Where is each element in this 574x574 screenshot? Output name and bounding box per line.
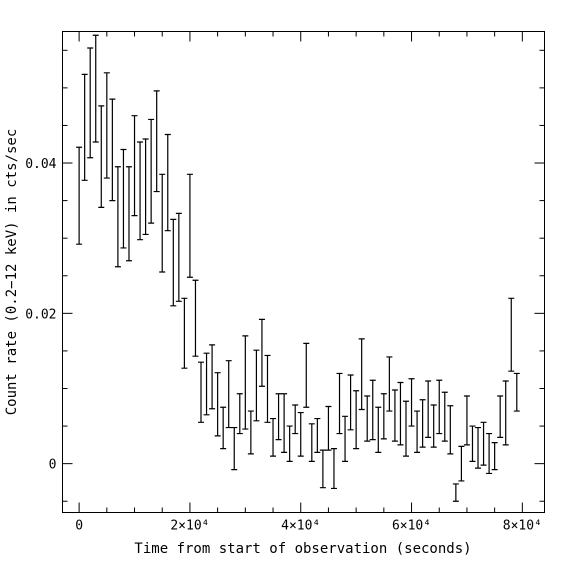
error-bar [441,391,448,442]
error-bar [186,173,193,278]
error-bar [475,426,482,469]
error-bar [419,399,426,448]
y-tick-label: 0.04 [25,157,56,172]
x-tick-label: 0 [75,519,83,534]
x-tick-label: 8×10⁴ [503,519,542,534]
error-bar [497,395,504,438]
error-bar [486,432,493,475]
error-bar [452,483,459,502]
error-bar [447,405,454,455]
error-bar [209,344,216,410]
error-bar [325,405,332,451]
error-bar [314,417,321,453]
error-bar [264,354,271,423]
error-bar [170,218,177,307]
error-bar [159,173,166,273]
error-bar [353,390,360,450]
error-bar [242,335,249,430]
error-bar [380,393,387,440]
error-bar [142,138,149,236]
error-bar [308,423,315,462]
error-bar [414,410,421,453]
error-bar [153,90,160,193]
error-bar [364,395,371,442]
error-bar [114,166,121,268]
error-bars [76,34,520,502]
error-bar [508,297,515,372]
y-tick-label: 0 [49,458,57,473]
error-bar [436,379,443,435]
error-bar [408,378,415,427]
x-tick-label: 2×10⁴ [170,519,209,534]
error-bar [397,381,404,446]
error-bar [286,425,293,462]
error-bar [214,372,221,437]
error-bar [220,406,227,450]
error-bar [125,166,132,262]
error-bar [297,411,304,457]
error-bar [469,425,476,462]
error-bar [164,133,171,232]
error-bar [231,426,238,471]
error-bar [303,342,310,408]
error-bar [319,449,326,489]
error-bar [148,118,155,224]
error-bar [480,421,487,466]
error-bar [425,380,432,438]
error-bar [270,417,277,457]
error-bar [81,73,88,181]
x-tick-label: 6×10⁴ [392,519,431,534]
error-bar [358,338,365,411]
error-bar [109,98,116,202]
error-bar [76,146,83,245]
error-bar [203,352,210,416]
error-bar [458,445,465,482]
error-bar [391,389,398,442]
error-bar [375,406,382,453]
error-bar [430,404,437,448]
error-bar [175,212,182,302]
error-bar [347,374,354,431]
plot-frame [62,31,545,513]
error-bar [342,415,349,462]
tick-labels: 0 2×10⁴ 4×10⁴ 6×10⁴ 8×10⁴ 0 0.02 0.04 [25,157,542,533]
error-bar [137,141,144,241]
error-bar [92,34,99,143]
error-bar [292,404,299,435]
error-bar [336,372,343,435]
error-bar [386,356,393,412]
error-bar [275,393,282,441]
error-bar [192,279,199,357]
error-bar [513,372,520,412]
x-tick-label: 4×10⁴ [281,519,320,534]
x-axis-label: Time from start of observation (seconds) [134,541,471,557]
error-bar [198,361,205,423]
error-bar [369,379,376,441]
error-bar [98,105,105,208]
error-bar [491,442,498,471]
error-bar [253,349,260,422]
error-bar [463,395,470,446]
axis-ticks [62,31,545,513]
error-bar [131,115,138,217]
error-bar [281,393,288,453]
error-bar [402,400,409,457]
error-bar [181,297,188,369]
error-bar [330,448,337,490]
error-bar [502,380,509,446]
y-tick-label: 0.02 [25,307,56,322]
error-bar [225,360,232,429]
error-bar [120,148,127,249]
error-bar [247,410,254,455]
error-bar [87,47,94,159]
error-bar [258,318,265,387]
error-bar [103,72,110,179]
y-axis-label: Count rate (0.2−12 keV) in cts/sec [4,129,20,416]
error-bar [236,393,243,435]
